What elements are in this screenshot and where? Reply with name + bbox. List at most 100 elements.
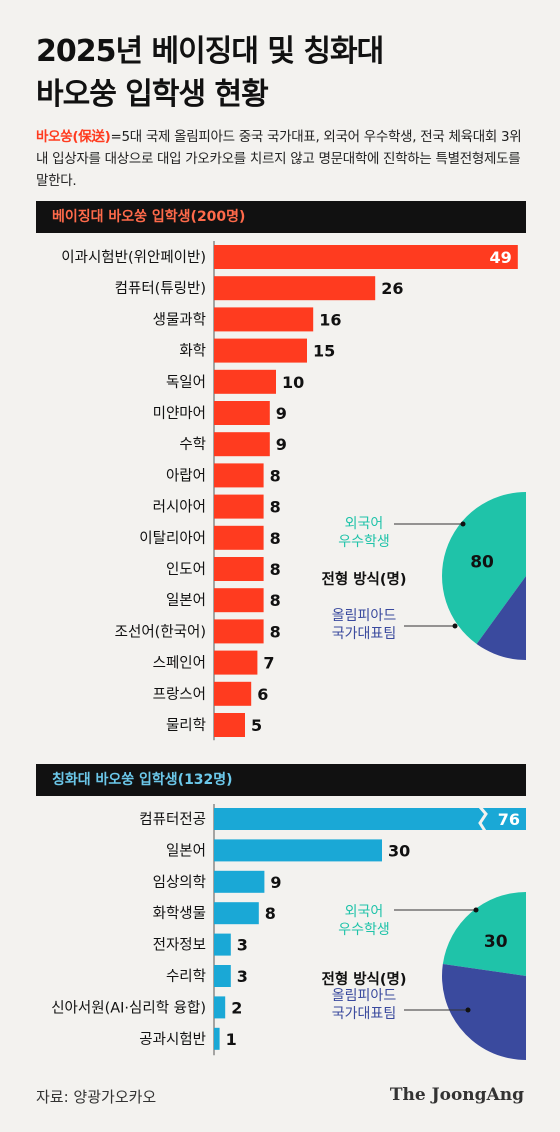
pku-pie: 80 120 [442,492,560,660]
pku-legend-label: 올림피아드 [332,608,397,624]
pku-value-label: 15 [313,342,335,361]
pku-value-label: 7 [263,654,274,673]
thu-slice-value: 102 [535,1002,560,1022]
thu-category-label: 신아서원(AI·심리학 융합) [51,999,206,1016]
thu-bar [214,902,259,925]
pku-value-label: 8 [270,622,281,641]
pku-category-label: 일본어 [166,592,206,609]
pku-category-label: 조선어(한국어) [115,623,206,640]
pku-slice [476,492,526,660]
thu-value-label: 3 [237,967,248,986]
thu-slice [442,892,526,976]
source-note: 자료: 양광가오카오 [36,1088,157,1106]
pku-category-label: 화학 [179,343,206,360]
pku-section-banner: 베이징대 바오쑹 입학생(200명) [36,201,526,233]
thu-pie: 30 102 [442,892,560,1060]
pku-category-label: 물리학 [166,717,206,734]
pku-pie-title: 전형 방식(명) [321,570,406,588]
pku-category-label: 러시아어 [153,499,206,516]
thu-value-label: 2 [231,998,242,1017]
pku-category-label: 프랑스어 [153,686,206,703]
thu-bar [214,1027,220,1050]
pku-bar [214,245,518,269]
thu-category-label: 임상의학 [153,874,206,891]
pku-category-label: 컴퓨터(튜링반) [115,280,206,297]
pku-category-label: 인도어 [166,561,206,578]
pku-legend-label: 우수학생 [338,534,390,550]
thu-slice [442,892,526,1060]
thu-legend-label: 국가대표팀 [332,1006,396,1022]
pku-category-label: 스페인어 [153,655,206,672]
pku-bar [214,338,307,363]
thu-bar [214,965,231,987]
title-line-1: 2025년 베이징대 및 칭화대 [36,34,384,69]
pku-category-label: 독일어 [166,374,206,391]
pku-value-label: 5 [251,716,262,735]
pku-value-label: 6 [257,685,268,704]
thu-axis-break-mark [478,806,488,832]
thu-value-label: 8 [265,904,276,923]
thu-category-label: 일본어 [166,842,206,859]
pku-legend-label: 국가대표팀 [332,626,396,642]
pku-bar [214,276,376,301]
pku-value-label: 16 [319,310,341,329]
thu-bar [214,808,526,830]
thu-legend-label: 올림피아드 [332,988,397,1004]
pku-category-label: 이탈리아어 [139,530,206,547]
pku-leader-dot [460,521,466,527]
thu-bar [214,996,226,1019]
description: 바오쑹(保送)=5대 국제 올림피아드 중국 국가대표, 외국어 우수학생, 전… [36,126,532,192]
pku-bar [214,557,264,581]
pku-category-label: 아랍어 [166,467,206,484]
pku-leader-dot [452,623,458,629]
pku-value-label: 10 [282,373,304,392]
pku-bar [214,307,314,332]
pku-bar [214,369,276,394]
pku-slice [442,492,526,644]
thu-value-label: 1 [226,1030,237,1049]
pku-category-label: 미얀마어 [153,405,206,422]
pku-slice-value: 120 [548,581,560,601]
title-line-2: 바오쑹 입학생 현황 [36,77,269,112]
pku-slice-value: 80 [470,553,494,573]
pku-bar [214,619,264,644]
pku-value-label: 8 [270,498,281,517]
thu-category-label: 화학생물 [153,905,206,922]
thu-category-label: 수리학 [166,968,206,985]
pku-value-label: 9 [276,404,287,423]
pku-category-label: 생물과학 [153,311,206,328]
pku-value-label: 8 [270,591,281,610]
pku-bar [214,463,264,488]
thu-value-label: 30 [388,841,410,860]
page-title: 2025년 베이징대 및 칭화대 바오쑹 입학생 현황 [36,30,536,116]
thu-legend-label: 우수학생 [338,922,390,938]
pku-category-label: 이과시험반(위안페이반) [61,249,206,266]
thu-section-banner: 칭화대 바오쑹 입학생(132명) [36,764,526,796]
pku-value-label: 8 [270,529,281,548]
thu-value-label: 3 [237,936,248,955]
pku-bar [214,681,252,706]
pku-bar [214,494,264,519]
pku-bar [214,650,258,675]
thu-value-label: 9 [270,873,281,892]
pku-value-label: 26 [381,279,403,298]
thu-leader-dot [473,907,479,913]
pku-bar [214,713,245,737]
thu-pie-title: 전형 방식(명) [321,970,406,988]
thu-bar [214,933,231,956]
thu-leader-dot [465,1007,471,1013]
publisher-logo: The JoongAng [389,1085,524,1105]
pku-bar [214,588,264,613]
description-term: 바오쑹(保送) [36,129,111,145]
pku-value-label: 49 [490,248,512,267]
pku-bar [214,401,270,425]
thu-bar [214,839,382,862]
pku-value-label: 9 [276,435,287,454]
thu-category-label: 전자정보 [153,937,206,954]
thu-legend-label: 외국어 [345,904,384,920]
pku-category-label: 수학 [179,436,206,453]
thu-category-label: 공과시험반 [139,1031,206,1048]
pku-legend-label: 외국어 [345,516,384,532]
thu-category-label: 컴퓨터전공 [139,811,206,828]
